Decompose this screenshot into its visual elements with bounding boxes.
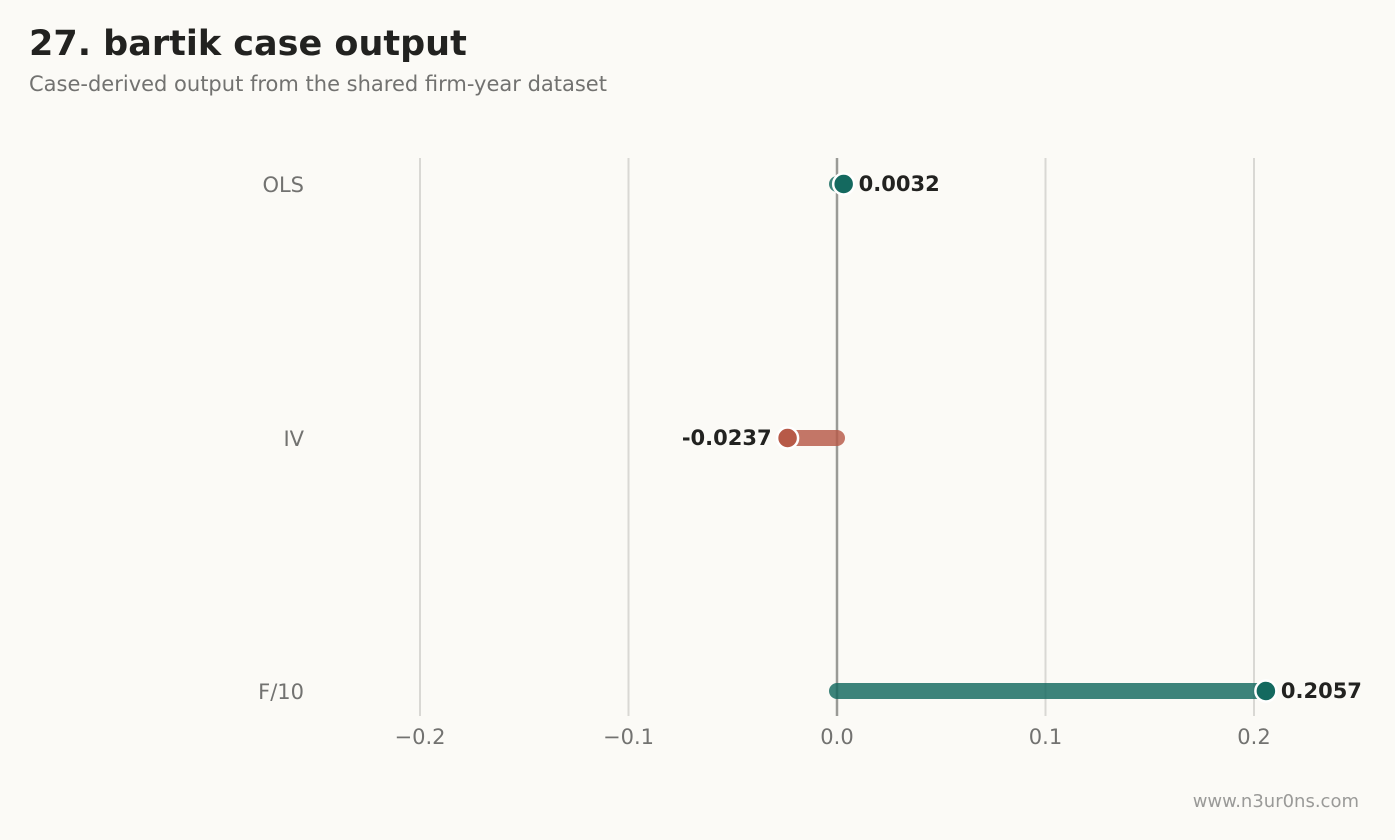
chart-subtitle: Case-derived output from the shared firm… [29, 72, 607, 96]
lollipop-dot [831, 172, 856, 196]
x-tick-label: 0.2 [1237, 725, 1270, 749]
value-label: 0.0032 [859, 172, 940, 196]
lollipop-dot [775, 426, 800, 450]
x-tick-label: 0.1 [1029, 725, 1062, 749]
category-label: IV [283, 427, 304, 451]
category-label: OLS [262, 173, 304, 197]
x-tick-label: 0.0 [820, 725, 853, 749]
category-label: F/10 [258, 680, 304, 704]
lollipop-dot [1254, 679, 1278, 703]
x-tick-label: −0.2 [395, 725, 446, 749]
chart-title: 27. bartik case output [29, 24, 467, 64]
x-tick-label: −0.1 [603, 725, 654, 749]
value-label: 0.2057 [1281, 679, 1362, 703]
watermark: www.n3ur0ns.com [1192, 791, 1359, 812]
value-label: -0.0237 [682, 426, 772, 450]
